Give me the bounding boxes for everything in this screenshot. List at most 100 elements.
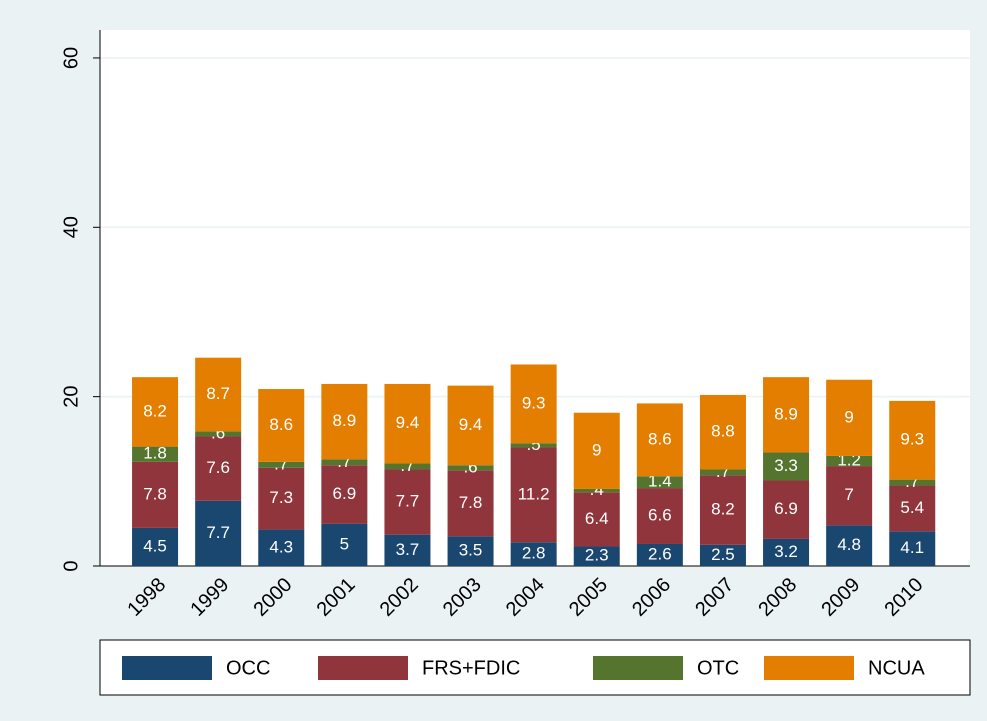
bar-segment: [763, 538, 810, 566]
legend-swatch: [593, 656, 683, 680]
bar-segment: [889, 479, 936, 486]
bar-segment: [321, 523, 368, 566]
bar-segment: [132, 377, 179, 447]
bar-segment: [321, 383, 368, 460]
bar-segment: [258, 467, 305, 530]
bar-segment: [384, 534, 431, 566]
legend-label: OCC: [226, 657, 270, 679]
y-tick-label: 0: [60, 560, 82, 571]
data-label: 2.3: [585, 546, 609, 565]
data-label: 8.9: [774, 404, 798, 423]
data-label: 2.5: [711, 545, 735, 564]
data-label: 2.8: [522, 544, 546, 563]
bar-segment: [195, 436, 242, 501]
data-label: 9.3: [522, 393, 546, 412]
bar-segment: [636, 488, 683, 544]
data-label: 9.3: [900, 430, 924, 449]
bar-segment: [447, 470, 494, 537]
data-label: 4.1: [900, 538, 924, 557]
data-label: 8.9: [333, 411, 357, 430]
bar-segment: [258, 389, 305, 462]
legend-label: NCUA: [868, 657, 925, 679]
data-label: 9: [592, 440, 601, 459]
bar-segment: [510, 364, 557, 444]
data-label: 9.4: [396, 413, 420, 432]
bar-segment: [763, 480, 810, 539]
data-label: 5: [340, 534, 349, 553]
bar-segment: [258, 461, 305, 468]
data-label: 3.3: [774, 456, 798, 475]
data-label: 4.5: [143, 536, 167, 555]
bar-segment: [132, 446, 179, 462]
bar-segment: [889, 485, 936, 532]
bar-segment: [889, 400, 936, 480]
data-label: 7: [844, 485, 853, 504]
bar-segment: [195, 431, 242, 437]
data-label: 4.8: [837, 535, 861, 554]
bar-segment: [447, 465, 494, 471]
legend-swatch: [122, 656, 212, 680]
bar-segment: [699, 469, 746, 476]
y-tick-label: 40: [60, 216, 82, 238]
data-label: 8.8: [711, 422, 735, 441]
data-label: 3.2: [774, 542, 798, 561]
data-label: 8.2: [143, 401, 167, 420]
bar-segment: [573, 488, 620, 493]
bar-segment: [510, 542, 557, 566]
bar-segment: [384, 383, 431, 464]
bar-segment: [636, 476, 683, 489]
data-label: 7.3: [269, 488, 293, 507]
bar-segment: [510, 447, 557, 543]
bar-segment: [195, 357, 242, 432]
data-label: 9.4: [459, 415, 483, 434]
bar-segment: [763, 377, 810, 453]
data-label: 7.7: [396, 492, 420, 511]
bar-segment: [195, 500, 242, 566]
bar-segment: [636, 403, 683, 477]
data-label: 4.3: [269, 537, 293, 556]
bar-segment: [699, 544, 746, 566]
bar-segment: [573, 546, 620, 566]
bar-segment: [447, 536, 494, 566]
bar-segment: [826, 455, 873, 467]
data-label: 5.4: [900, 498, 924, 517]
bar-segment: [321, 459, 368, 466]
data-label: 7.7: [206, 523, 230, 542]
bar-segment: [763, 452, 810, 481]
bar-segment: [258, 529, 305, 566]
bar-segment: [826, 525, 873, 566]
legend-label: FRS+FDIC: [422, 657, 520, 679]
data-label: 1.8: [143, 444, 167, 463]
bar-segment: [573, 492, 620, 547]
legend-swatch: [764, 656, 854, 680]
data-label: 7.8: [143, 484, 167, 503]
bar-segment: [384, 469, 431, 535]
bar-segment: [132, 461, 179, 528]
data-label: 11.2: [518, 484, 550, 503]
data-label: 9: [844, 407, 853, 426]
y-tick-label: 20: [60, 386, 82, 408]
bar-segment: [510, 443, 557, 448]
data-label: 6.4: [585, 509, 609, 528]
bar-segment: [447, 385, 494, 466]
data-label: 6.6: [648, 506, 672, 525]
data-label: 8.6: [648, 429, 672, 448]
data-label: 3.7: [396, 540, 420, 559]
data-label: 3.5: [459, 541, 483, 560]
data-label: 7.6: [206, 458, 230, 477]
bar-segment: [699, 394, 746, 470]
data-label: 8.7: [206, 384, 230, 403]
legend-swatch: [318, 656, 408, 680]
bar-segment: [636, 543, 683, 566]
bar-segment: [132, 527, 179, 566]
data-label: 8.6: [269, 415, 293, 434]
bar-segment: [573, 412, 620, 489]
bar-segment: [826, 379, 873, 456]
bar-segment: [889, 531, 936, 566]
bar-segment: [384, 463, 431, 470]
data-label: 6.9: [774, 499, 798, 518]
data-label: 7.8: [459, 493, 483, 512]
y-tick-label: 60: [60, 47, 82, 69]
data-label: 8.2: [711, 500, 735, 519]
